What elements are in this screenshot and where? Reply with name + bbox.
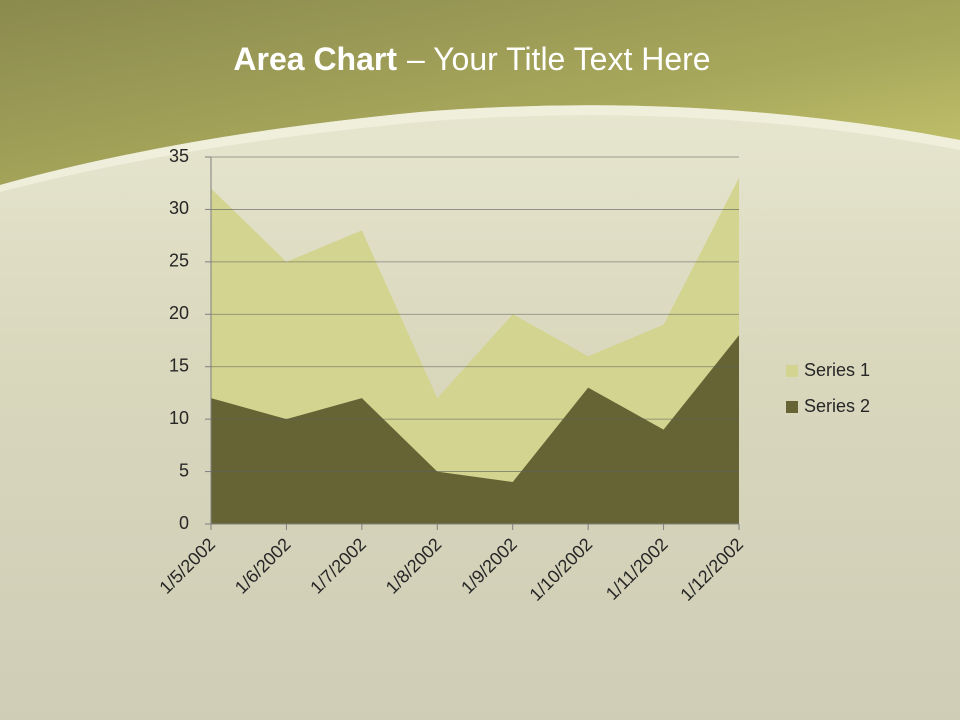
y-tick-label: 10 <box>169 408 189 428</box>
header-curve <box>0 105 960 192</box>
y-tick-label: 0 <box>179 513 189 533</box>
legend-swatch <box>786 401 798 413</box>
title-rest: – Your Title Text Here <box>407 41 711 77</box>
legend-label: Series 2 <box>804 396 870 416</box>
area <box>211 335 739 524</box>
legend-swatch <box>786 365 798 377</box>
y-tick-label: 15 <box>169 355 189 375</box>
header-band <box>0 0 960 185</box>
y-tick-label: 5 <box>179 460 189 480</box>
title: Area Chart – Your Title Text Here <box>233 41 710 77</box>
legend-label: Series 1 <box>804 360 870 380</box>
y-tick-label: 20 <box>169 303 189 323</box>
y-tick-label: 35 <box>169 146 189 166</box>
y-tick-label: 25 <box>169 251 189 271</box>
y-tick-label: 30 <box>169 198 189 218</box>
title-bold: Area Chart <box>233 41 397 77</box>
